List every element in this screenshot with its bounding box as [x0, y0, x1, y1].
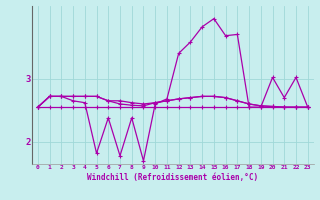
X-axis label: Windchill (Refroidissement éolien,°C): Windchill (Refroidissement éolien,°C): [87, 173, 258, 182]
